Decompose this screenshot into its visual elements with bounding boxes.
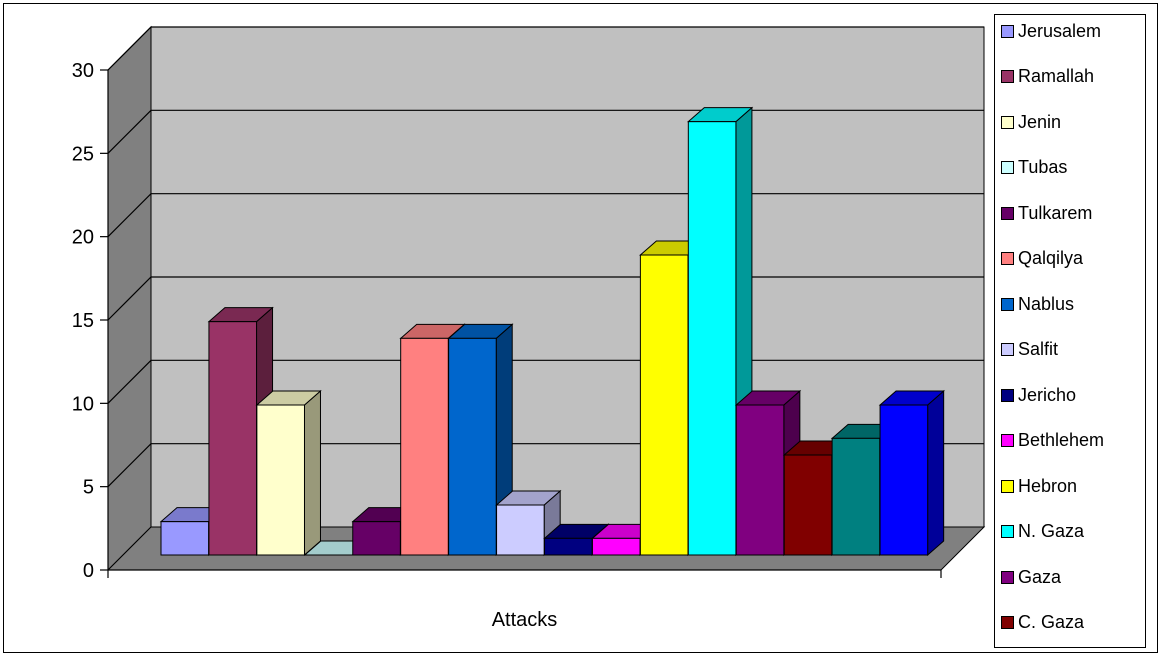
legend-label: Gaza (1018, 566, 1062, 587)
legend-label: Hebron (1018, 475, 1078, 496)
legend-item: Tulkarem (1001, 201, 1092, 225)
y-tick-label: 30 (72, 60, 94, 82)
bar (448, 337, 497, 556)
legend-swatch (1001, 115, 1014, 129)
legend-item: Jericho (1001, 383, 1076, 407)
bar-side (303, 389, 321, 557)
legend-label: Bethlehem (1018, 430, 1105, 450)
bar (496, 504, 545, 556)
legend-swatch (1001, 388, 1014, 402)
legend-swatch (1001, 616, 1014, 629)
gridline (107, 26, 984, 71)
bar-side (927, 389, 945, 557)
legend-swatch (1001, 70, 1014, 83)
legend-item: Gaza (1001, 565, 1061, 589)
legend-label: Tubas (1018, 157, 1068, 177)
legend: Jerusalem Ramallah Jenin Tubas Tulkarem Qalqi… (994, 14, 1146, 648)
legend-swatch (1001, 24, 1014, 38)
legend-label: Salfit (1018, 339, 1059, 359)
legend-item: Salfit (1001, 338, 1058, 362)
x-category-label: Attacks (492, 609, 558, 631)
legend-item: Qalqilya (1001, 247, 1083, 271)
legend-item: Jerusalem (1001, 19, 1101, 43)
legend-item: Jenin (1001, 110, 1061, 134)
y-tick-label: 20 (72, 227, 94, 249)
legend-label: C. Gaza (1018, 612, 1085, 632)
legend-label: Qalqilya (1018, 248, 1084, 268)
bar-chart: 0 5 10 15 20 25 30 Attacks (72, 25, 986, 631)
bar (639, 254, 689, 556)
legend-item: C. Gaza (1001, 611, 1084, 635)
legend-swatch (1001, 525, 1014, 538)
legend-item: Tubas (1001, 156, 1067, 180)
legend-swatch (1001, 206, 1014, 220)
legend-swatch (1001, 161, 1014, 174)
bar (256, 404, 305, 556)
legend-label: Nablus (1018, 293, 1075, 314)
bar (160, 521, 210, 556)
bar (783, 454, 833, 556)
legend-swatch (1001, 343, 1014, 356)
legend-swatch (1001, 434, 1014, 447)
legend-label: Jericho (1018, 384, 1077, 405)
legend-label: Jenin (1018, 111, 1062, 132)
legend-label: Jerusalem (1018, 20, 1102, 41)
legend-swatch (1001, 570, 1014, 584)
legend-item: Nablus (1001, 292, 1074, 316)
legend-swatch (1001, 479, 1014, 493)
y-tick-label: 0 (83, 560, 94, 582)
legend-item: Hebron (1001, 474, 1077, 498)
y-tick-label: 5 (83, 477, 94, 499)
legend-label: Ramallah (1018, 66, 1095, 86)
legend-item: Ramallah (1001, 65, 1094, 89)
bar (879, 404, 929, 556)
bar (591, 537, 641, 556)
bar (352, 521, 401, 556)
legend-swatch (1001, 252, 1014, 265)
bar (735, 404, 785, 556)
legend-swatch (1001, 297, 1014, 311)
legend-label: N. Gaza (1018, 521, 1085, 541)
bar (687, 121, 737, 556)
chart-frame: 0 5 10 15 20 25 30 Attacks Jerusalem Ramallah Jen… (3, 3, 1158, 653)
bar (208, 321, 258, 556)
legend-label: Tulkarem (1018, 202, 1093, 223)
y-tick-label: 10 (72, 393, 94, 415)
bar (544, 537, 593, 556)
y-tick-label: 15 (72, 310, 94, 332)
bar (400, 337, 449, 556)
legend-item: N. Gaza (1001, 520, 1084, 544)
y-tick-label: 25 (72, 143, 94, 165)
bar (831, 437, 881, 556)
legend-item: Bethlehem (1001, 429, 1104, 453)
